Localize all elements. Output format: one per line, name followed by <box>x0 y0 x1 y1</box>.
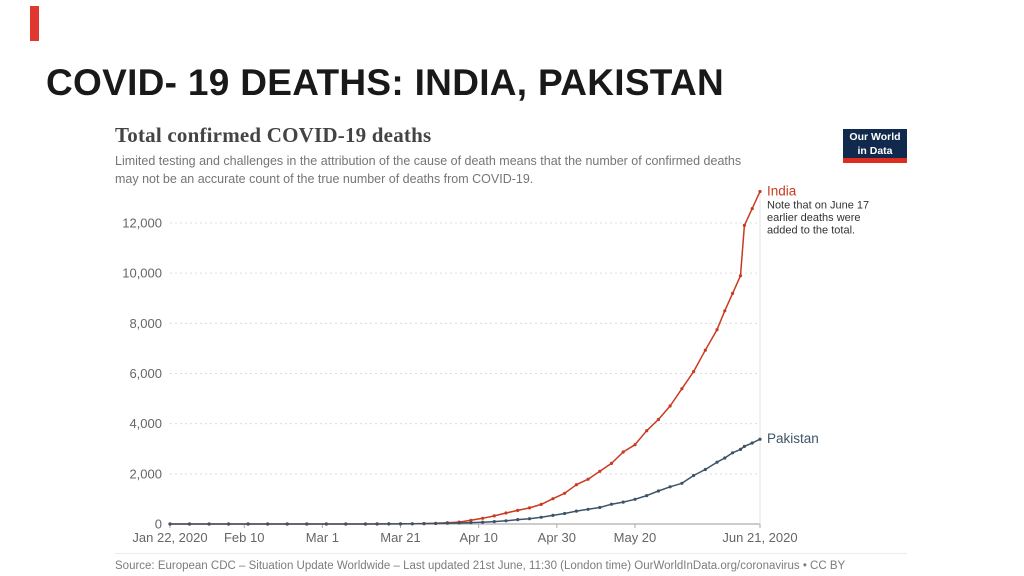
svg-text:May 20: May 20 <box>614 530 657 545</box>
slide-title: COVID- 19 DEATHS: INDIA, PAKISTAN <box>46 62 724 103</box>
series-india: India <box>168 184 797 526</box>
svg-text:added to the total.: added to the total. <box>767 225 855 237</box>
chart-source: Source: European CDC – Situation Update … <box>115 553 907 572</box>
slide-accent-bar <box>30 6 39 41</box>
x-axis: Jan 22, 2020 Feb 10 Mar 1 Mar 21 Apr 10 Apr 3… <box>132 524 798 545</box>
svg-text:Mar 1: Mar 1 <box>306 530 339 545</box>
owid-chart: Total confirmed COVID-19 deaths Limited … <box>115 123 907 573</box>
logo-line1: Our World <box>849 131 901 143</box>
chart-subtitle: Limited testing and challenges in the at… <box>115 153 907 188</box>
y-axis: 0 2,000 4,000 6,000 8,000 10,000 12,000 <box>122 191 761 532</box>
svg-text:2,000: 2,000 <box>129 466 162 481</box>
chart-title: Total confirmed COVID-19 deaths <box>115 123 432 147</box>
svg-text:6,000: 6,000 <box>129 366 162 381</box>
svg-text:earlier deaths were: earlier deaths were <box>767 212 861 224</box>
chart-subtitle-line2: may not be an accurate count of the true… <box>115 171 534 186</box>
covid-line-chart: 0 2,000 4,000 6,000 8,000 10,000 12,000 Jan 22,… <box>122 184 869 545</box>
svg-text:Mar 21: Mar 21 <box>380 530 420 545</box>
series-label-pakistan: Pakistan <box>767 431 819 446</box>
svg-text:4,000: 4,000 <box>129 416 162 431</box>
svg-text:8,000: 8,000 <box>129 316 162 331</box>
our-world-in-data-logo: Our World in Data <box>843 129 907 163</box>
series-label-india: India <box>767 184 797 199</box>
svg-text:10,000: 10,000 <box>122 266 162 281</box>
svg-text:Feb 10: Feb 10 <box>224 530 264 545</box>
svg-text:12,000: 12,000 <box>122 216 162 231</box>
svg-text:Jun 21, 2020: Jun 21, 2020 <box>722 530 797 545</box>
svg-text:Apr 10: Apr 10 <box>460 530 498 545</box>
svg-text:0: 0 <box>155 517 162 532</box>
chart-subtitle-line1: Limited testing and challenges in the at… <box>115 154 742 168</box>
series-pakistan: Pakistan <box>168 431 819 526</box>
svg-text:Jan 22, 2020: Jan 22, 2020 <box>132 530 207 545</box>
logo-line2: in Data <box>857 144 893 157</box>
svg-text:Note that on June 17: Note that on June 17 <box>767 200 869 212</box>
svg-text:Apr 30: Apr 30 <box>538 530 576 545</box>
